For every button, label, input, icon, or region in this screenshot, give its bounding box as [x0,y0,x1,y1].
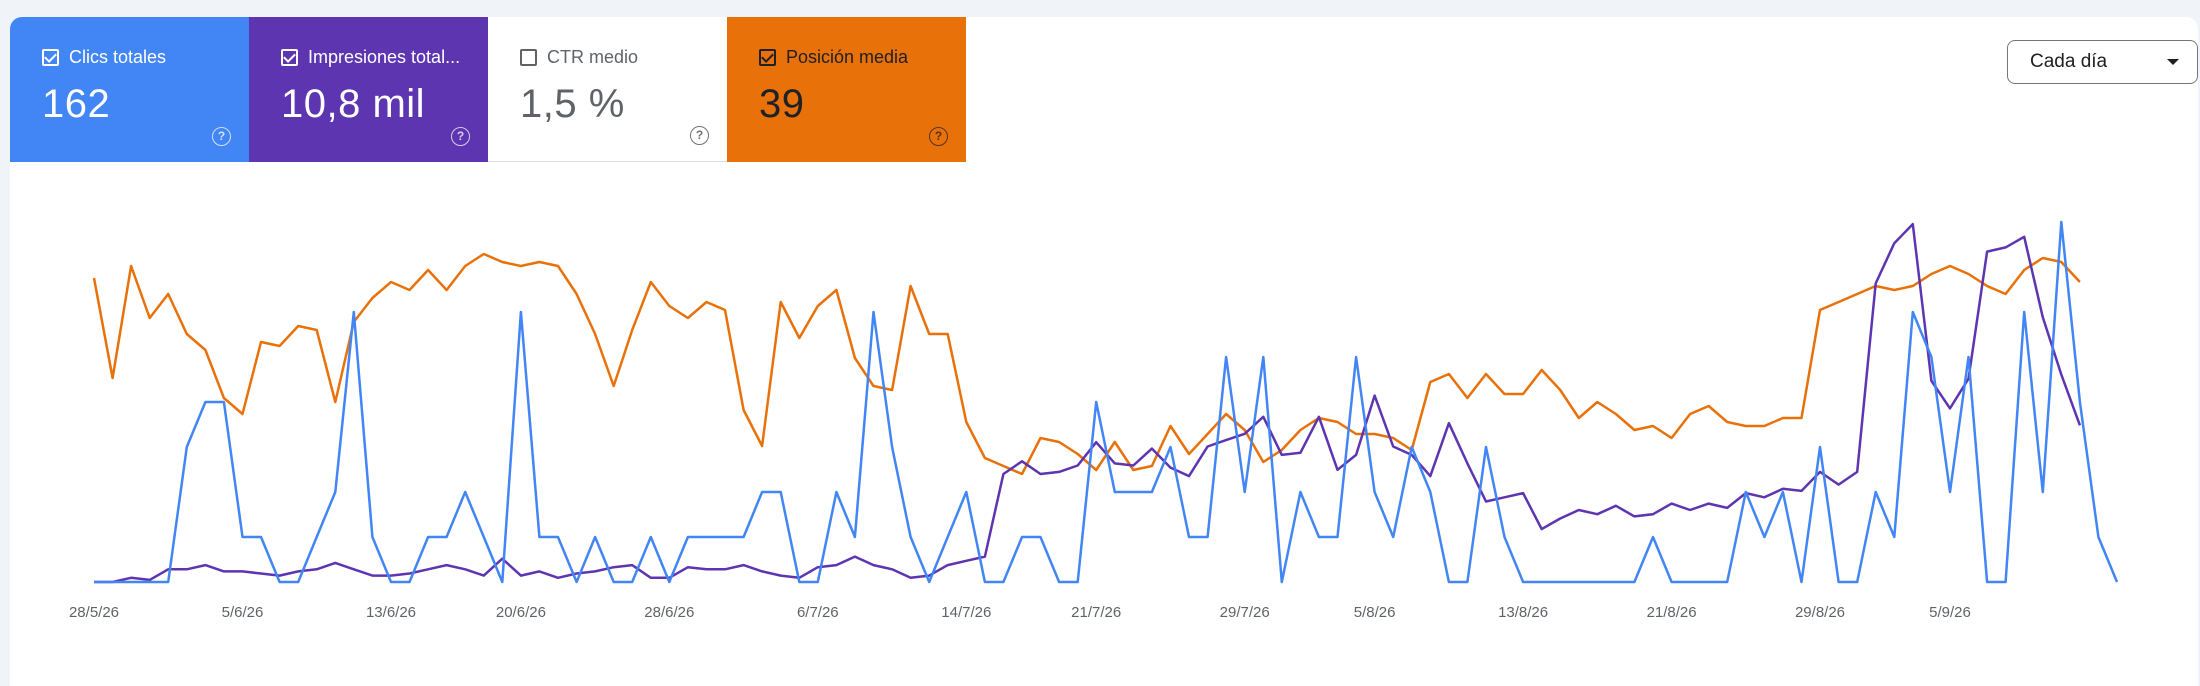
checkbox-checked-icon[interactable] [759,49,776,66]
series-line-clics-totales[interactable] [94,220,2119,584]
x-tick-label: 29/8/26 [1795,604,1845,621]
metric-value: 10,8 mil [281,82,426,126]
metric-value: 162 [42,82,111,126]
metric-tile-average-ctr[interactable]: CTR medio 1,5 % ? [488,17,727,162]
x-tick-label: 13/8/26 [1498,604,1548,621]
x-tick-label: 5/9/26 [1929,604,1971,621]
help-icon[interactable]: ? [451,127,470,146]
metric-tiles: Clics totales 162 ? Impresiones total...… [10,17,966,162]
metric-label: Impresiones total... [308,47,461,67]
metric-tile-average-position[interactable]: Posición media 39 ? [727,17,966,162]
metric-label: CTR medio [547,47,639,67]
x-tick-label: 28/6/26 [644,604,694,621]
checkbox-checked-icon[interactable] [281,49,298,66]
x-tick-label: 21/7/26 [1071,604,1121,621]
metric-label: Posición media [786,47,909,67]
x-tick-label: 29/7/26 [1220,604,1270,621]
series-line-posici-n-media[interactable] [92,252,2081,476]
x-tick-label: 20/6/26 [496,604,546,621]
metric-value: 39 [759,82,805,126]
x-tick-label: 5/8/26 [1354,604,1396,621]
metric-label: Clics totales [69,47,167,67]
performance-line-chart: 28/5/26 5/6/26 13/6/26 20/6/26 28/6/26 6/7/26… [69,220,2119,621]
x-tick-label: 13/6/26 [366,604,416,621]
help-icon[interactable]: ? [690,126,709,145]
x-tick-label: 21/8/26 [1647,604,1697,621]
metric-tile-total-clicks[interactable]: Clics totales 162 ? [10,17,249,162]
granularity-select[interactable]: Cada día [2007,40,2198,84]
help-icon[interactable]: ? [212,127,231,146]
x-tick-label: 6/7/26 [797,604,839,621]
help-icon[interactable]: ? [929,127,948,146]
checkbox-unchecked-icon[interactable] [520,49,537,66]
x-tick-label: 14/7/26 [941,604,991,621]
series-line-impresiones-totales[interactable] [94,222,2082,584]
x-tick-label: 5/6/26 [222,604,264,621]
x-tick-label: 28/5/26 [69,604,119,621]
metric-tile-total-impressions[interactable]: Impresiones total... 10,8 mil ? [249,17,488,162]
performance-card: Clics totales 162 ? Impresiones total...… [10,17,2198,686]
caret-down-icon [2167,59,2179,65]
checkbox-checked-icon[interactable] [42,49,59,66]
granularity-selected-value: Cada día [2030,51,2108,72]
metric-value: 1,5 % [520,82,625,126]
